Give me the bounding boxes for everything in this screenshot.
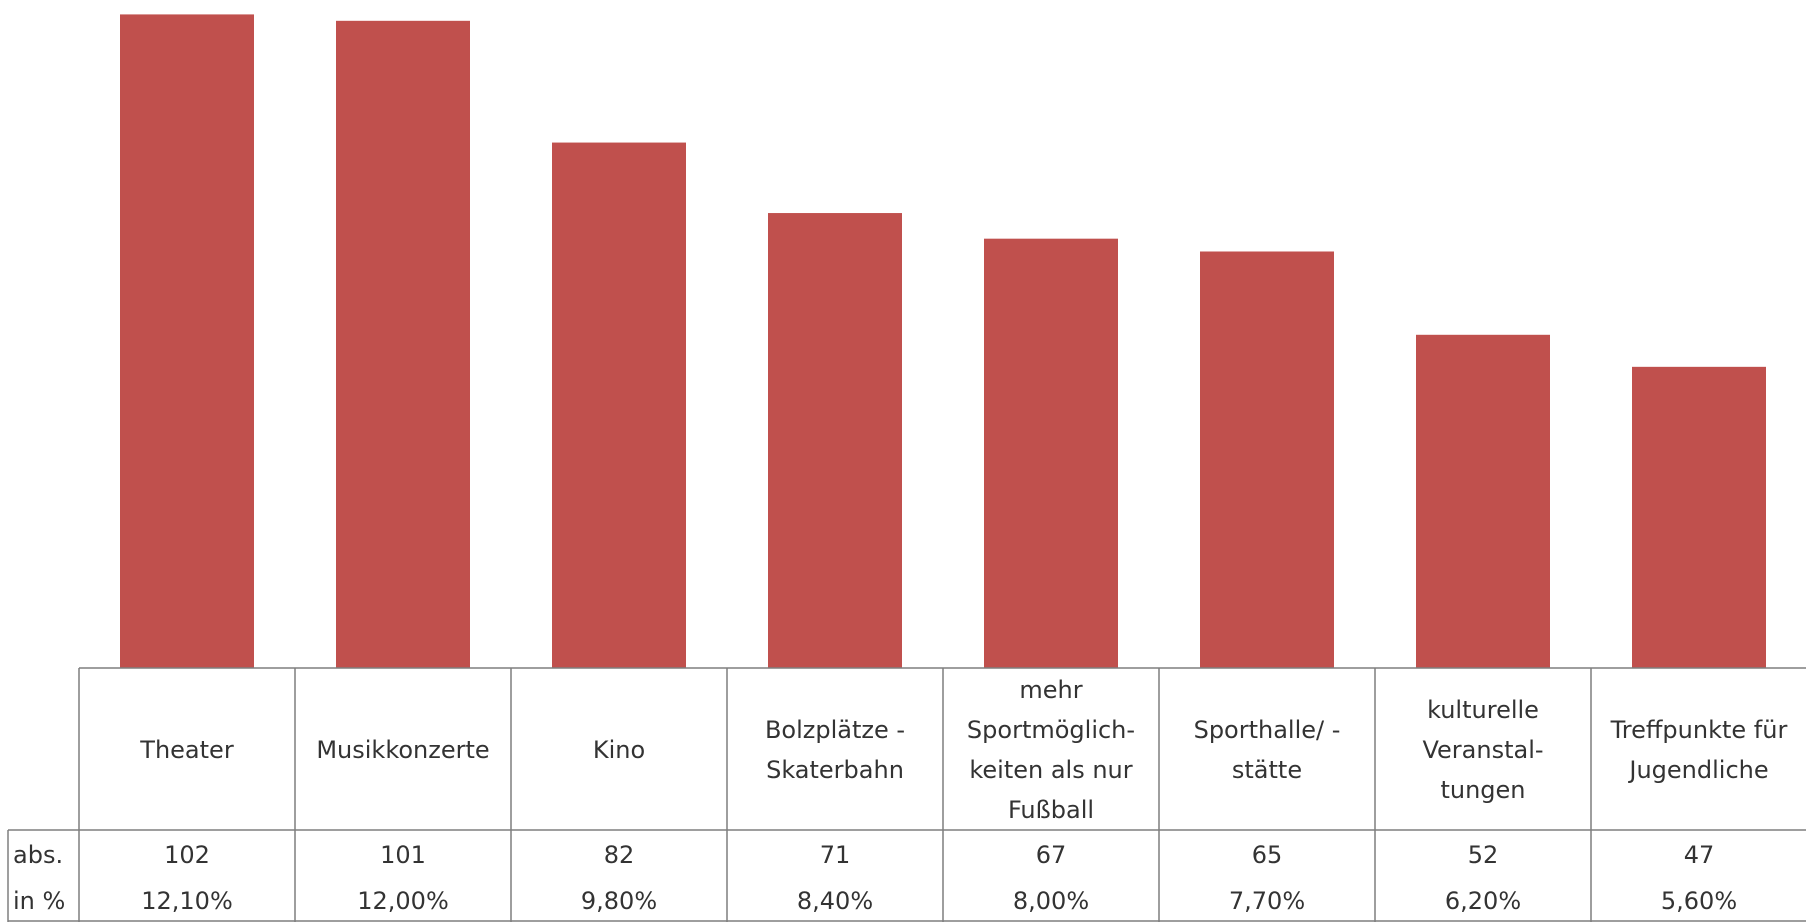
category-label: Theater: [139, 736, 234, 764]
percent-value: 12,10%: [141, 887, 233, 915]
category-label: Sporthalle/ -stätte: [1194, 716, 1341, 784]
abs-value: 101: [380, 841, 426, 869]
row-label-percent: in %: [13, 887, 65, 915]
bar: [336, 20, 470, 668]
abs-value: 71: [820, 841, 851, 869]
percent-value: 8,40%: [797, 887, 873, 915]
percent-value: 6,20%: [1445, 887, 1521, 915]
category-label: kulturelle Veranstal-tungen: [1422, 696, 1543, 804]
abs-value: 102: [164, 841, 210, 869]
percent-value: 8,00%: [1013, 887, 1089, 915]
bar: [768, 213, 902, 669]
bar: [120, 14, 254, 668]
percent-value: 9,80%: [581, 887, 657, 915]
percent-value: 5,60%: [1661, 887, 1737, 915]
abs-value: 52: [1468, 841, 1499, 869]
bar: [1416, 334, 1550, 668]
abs-value: 82: [604, 841, 635, 869]
row-label-abs: abs.: [13, 841, 63, 869]
bar: [984, 238, 1118, 668]
abs-value: 67: [1036, 841, 1067, 869]
abs-value: 65: [1252, 841, 1283, 869]
bar: [552, 142, 686, 668]
category-label: Musikkonzerte: [316, 736, 489, 764]
abs-value: 47: [1684, 841, 1715, 869]
category-label: Kino: [593, 736, 645, 764]
bar: [1200, 251, 1334, 668]
category-label: Treffpunkte für Jugendliche: [1610, 716, 1788, 784]
category-label: Bolzplätze -Skaterbahn: [765, 716, 905, 784]
percent-value: 7,70%: [1229, 887, 1305, 915]
category-label: mehr Sportmöglich-keiten als nur Fußball: [967, 676, 1135, 824]
bar: [1632, 366, 1766, 668]
percent-value: 12,00%: [357, 887, 449, 915]
